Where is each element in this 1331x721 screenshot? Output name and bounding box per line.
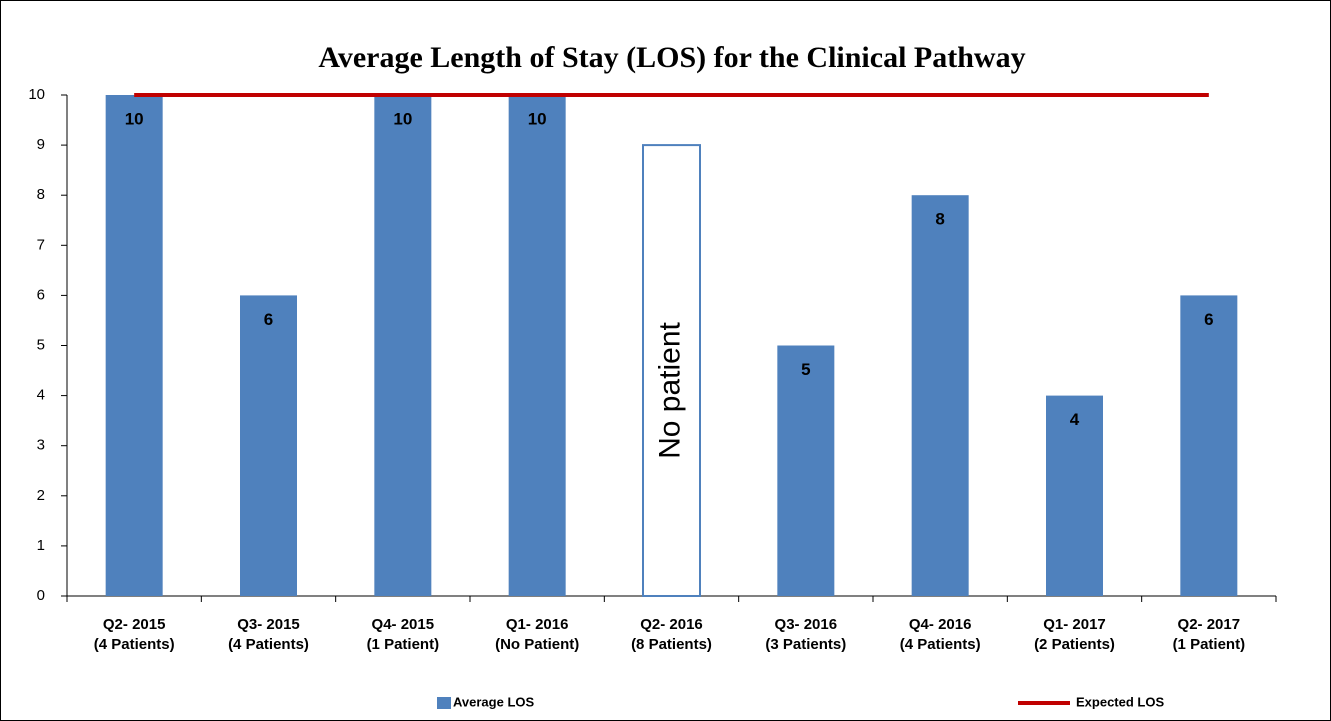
data-label: 5 bbox=[801, 360, 810, 379]
bar bbox=[777, 345, 835, 596]
y-tick-label: 3 bbox=[37, 437, 45, 454]
x-tick-label: (2 Patients) bbox=[1034, 636, 1115, 653]
x-tick-label: Q2- 2015 bbox=[103, 616, 166, 633]
x-tick-label: Q4- 2015 bbox=[372, 616, 435, 633]
legend-swatch bbox=[437, 697, 451, 709]
x-tick-label: (4 Patients) bbox=[94, 636, 175, 653]
y-tick-label: 4 bbox=[37, 387, 45, 404]
data-label: 10 bbox=[528, 109, 547, 128]
bar bbox=[374, 95, 432, 596]
x-tick-label: Q3- 2016 bbox=[775, 616, 838, 633]
y-tick-label: 5 bbox=[37, 336, 45, 353]
y-tick-label: 8 bbox=[37, 186, 45, 203]
x-tick-label: Q2- 2017 bbox=[1178, 616, 1241, 633]
x-tick-label: (4 Patients) bbox=[900, 636, 981, 653]
bar bbox=[911, 195, 969, 596]
bar bbox=[105, 95, 163, 596]
x-tick-label: Q1- 2017 bbox=[1043, 616, 1106, 633]
y-tick-label: 6 bbox=[37, 286, 45, 303]
x-tick-label: Q1- 2016 bbox=[506, 616, 569, 633]
data-label: 10 bbox=[125, 109, 144, 128]
y-tick-label: 9 bbox=[37, 136, 45, 153]
y-tick-label: 0 bbox=[37, 587, 45, 604]
bar bbox=[240, 295, 297, 596]
legend-label: Average LOS bbox=[453, 694, 534, 709]
annotation: No patient bbox=[653, 321, 686, 458]
x-tick-label: (4 Patients) bbox=[228, 636, 309, 653]
bar bbox=[508, 95, 566, 596]
x-tick-label: (No Patient) bbox=[495, 636, 579, 653]
x-tick-label: Q3- 2015 bbox=[237, 616, 300, 633]
bar bbox=[1180, 295, 1238, 596]
y-tick-label: 2 bbox=[37, 487, 45, 504]
y-tick-label: 10 bbox=[28, 86, 45, 103]
x-tick-label: (8 Patients) bbox=[631, 636, 712, 653]
data-label: 6 bbox=[1204, 310, 1213, 329]
bar bbox=[1046, 395, 1103, 596]
x-tick-label: Q2- 2016 bbox=[640, 616, 703, 633]
x-tick-label: (3 Patients) bbox=[765, 636, 846, 653]
data-label: 8 bbox=[935, 210, 944, 229]
x-tick-label: (1 Patient) bbox=[367, 636, 440, 653]
x-tick-label: (1 Patient) bbox=[1173, 636, 1246, 653]
chart-title: Average Length of Stay (LOS) for the Cli… bbox=[318, 41, 1025, 74]
data-label: 6 bbox=[264, 310, 273, 329]
legend-label: Expected LOS bbox=[1076, 694, 1164, 709]
y-tick-label: 7 bbox=[37, 236, 45, 253]
data-label: 10 bbox=[393, 109, 412, 128]
bar bbox=[642, 144, 701, 597]
x-tick-label: Q4- 2016 bbox=[909, 616, 972, 633]
data-label: 4 bbox=[1070, 410, 1080, 429]
y-tick-label: 1 bbox=[37, 537, 45, 554]
